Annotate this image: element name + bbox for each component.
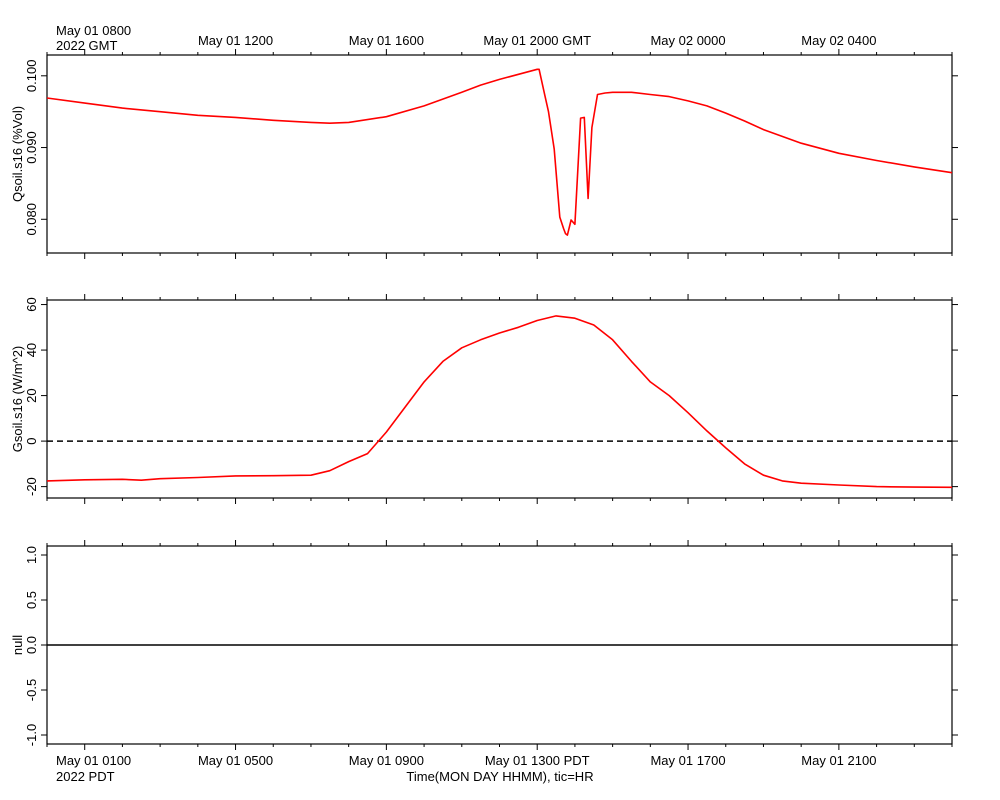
bottom-axis-label: May 01 1300 PDT — [485, 753, 590, 768]
top-axis-label: May 01 1600 — [349, 33, 424, 48]
bottom-axis-labels: May 01 0500 May 01 0900 May 01 1300 PDT May… — [198, 753, 877, 768]
panel-1-ylabel: Qsoil.s16 (%Vol) — [10, 106, 25, 202]
y-tick-label: 0.090 — [24, 131, 39, 164]
chart-marks — [46, 68, 953, 646]
bottom-axis-first-sublabel: 2022 PDT — [56, 769, 115, 784]
bottom-axis-label: May 01 0900 — [349, 753, 424, 768]
y-tick-label: 0.5 — [24, 591, 39, 609]
series-line-panel-2 — [46, 315, 953, 489]
y-tick-label: 0 — [24, 437, 39, 444]
top-axis-labels: May 01 1200 May 01 1600 May 01 2000 GMT May… — [198, 33, 877, 48]
y-tick-label: -1.0 — [24, 724, 39, 746]
y-tick-label: 20 — [24, 388, 39, 402]
top-axis-first-sublabel: 2022 GMT — [56, 38, 117, 53]
panel-2-frame — [46, 299, 953, 499]
top-axis-label: May 01 1200 — [198, 33, 273, 48]
y-tick-label: 0.080 — [24, 203, 39, 236]
y-tick-label: -20 — [24, 477, 39, 496]
series-line-panel-1 — [46, 68, 953, 236]
top-axis-label: May 01 2000 GMT — [483, 33, 591, 48]
top-axis-label: May 02 0400 — [801, 33, 876, 48]
axis-ticks: 0.080 0.090 0.100 -20 0 20 40 60 -1.0 -0.5 0.0 0.5 1… — [24, 49, 958, 750]
top-axis-label: May 02 0000 — [650, 33, 725, 48]
panel-1-frame — [46, 54, 953, 254]
y-tick-label: 0.0 — [24, 636, 39, 654]
y-tick-label: 1.0 — [24, 546, 39, 564]
bottom-axis-first-label: May 01 0100 — [56, 753, 131, 768]
y-tick-label: 0.100 — [24, 60, 39, 93]
x-axis-title: Time(MON DAY HHMM), tic=HR — [406, 769, 593, 784]
bottom-axis-label: May 01 0500 — [198, 753, 273, 768]
y-tick-label: 40 — [24, 343, 39, 357]
top-axis-first-label: May 01 0800 — [56, 23, 131, 38]
bottom-axis-label: May 01 1700 — [650, 753, 725, 768]
panel-3-ylabel: null — [10, 635, 25, 655]
bottom-axis-label: May 01 2100 — [801, 753, 876, 768]
y-tick-label: -0.5 — [24, 679, 39, 701]
panel-2-ylabel: Gsoil.s16 (W/m^2) — [10, 346, 25, 453]
y-tick-label: 60 — [24, 297, 39, 311]
